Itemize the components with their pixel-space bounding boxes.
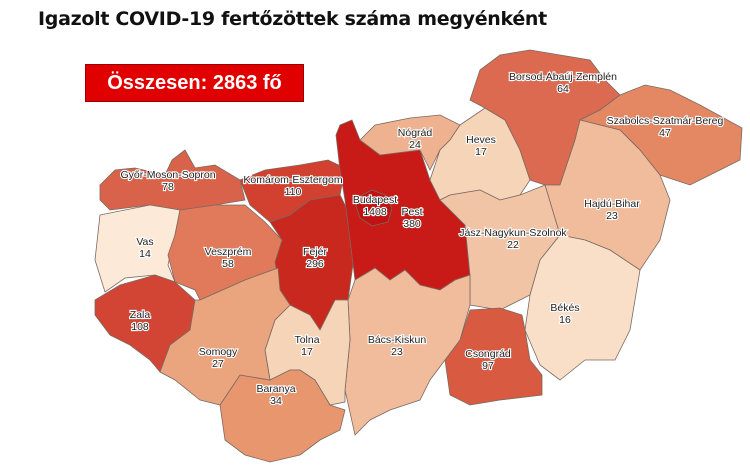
county-value-label: 27 <box>212 358 224 370</box>
county-name-label: Komárom-Esztergom <box>243 174 342 186</box>
county-name-label: Hajdú-Bihar <box>584 198 640 210</box>
county-name-label: Békés <box>550 302 579 314</box>
county-budapest <box>355 189 393 227</box>
county-baranya <box>219 369 346 463</box>
county-value-label: 97 <box>482 360 494 372</box>
county-name-label: Borsod-Abaúj-Zemplén <box>509 71 617 83</box>
map-title: Igazolt COVID-19 fertőzöttek száma megyé… <box>38 8 547 30</box>
county-value-label: 14 <box>139 248 151 260</box>
county-value-label: 17 <box>301 346 313 358</box>
county-value-label: 23 <box>606 210 618 222</box>
county-gyor-moson-sopron <box>99 149 246 211</box>
county-value-label: 16 <box>559 314 571 326</box>
county-somogy <box>159 267 291 406</box>
county-bekes <box>524 234 641 381</box>
county-value-label: 24 <box>409 139 421 151</box>
county-value-label: 108 <box>131 321 149 333</box>
county-value-label: 110 <box>285 186 302 198</box>
county-name-label: Pest <box>401 206 422 218</box>
county-name-label: Heves <box>466 134 496 146</box>
county-value-label: 17 <box>475 146 487 158</box>
county-value-label: 380 <box>403 218 421 230</box>
county-name-label: Jász-Nagykun-Szolnok <box>459 227 567 239</box>
county-value-label: 64 <box>557 83 569 95</box>
county-name-label: Győr-Moson-Sopron <box>120 169 215 181</box>
county-name-label: Tolna <box>294 334 319 346</box>
county-value-label: 1408 <box>363 206 387 218</box>
county-value-label: 22 <box>507 239 519 251</box>
county-name-label: Csongrád <box>465 348 511 360</box>
county-name-label: Szabolcs-Szatmár-Bereg <box>607 115 724 127</box>
county-value-label: 296 <box>306 258 324 270</box>
total-count-badge: Összesen: 2863 fő <box>85 64 304 102</box>
county-name-label: Somogy <box>199 346 238 358</box>
county-name-label: Vas <box>136 236 153 248</box>
county-value-label: 58 <box>222 258 234 270</box>
county-name-label: Nógrád <box>398 127 433 139</box>
county-bacs-kiskun <box>344 267 471 436</box>
county-value-label: 23 <box>391 346 403 358</box>
county-value-label: 34 <box>270 395 282 407</box>
county-value-label: 47 <box>659 127 671 139</box>
county-name-label: Budapest <box>353 194 397 206</box>
county-value-label: 78 <box>162 181 174 193</box>
county-name-label: Baranya <box>256 383 295 395</box>
county-name-label: Veszprém <box>205 246 252 258</box>
county-name-label: Fejér <box>303 246 327 258</box>
county-name-label: Bács-Kiskun <box>368 334 427 346</box>
county-name-label: Zala <box>130 309 151 321</box>
